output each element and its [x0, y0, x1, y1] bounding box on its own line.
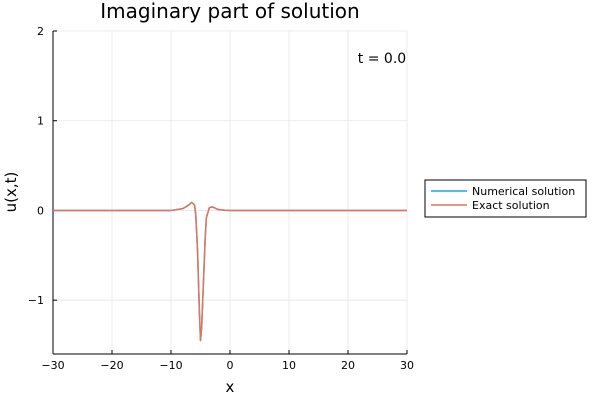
legend: Numerical solution Exact solution [424, 179, 587, 218]
x-tick-label: 30 [400, 359, 414, 372]
legend-box [424, 179, 587, 218]
x-tick-label: −20 [100, 359, 123, 372]
x-axis-label: x [226, 378, 235, 396]
legend-label-numerical: Numerical solution [472, 185, 575, 198]
y-tick-label: 1 [37, 115, 44, 128]
x-tick-label: 0 [227, 359, 234, 372]
time-annotation: t = 0.0 [358, 51, 406, 67]
legend-label-exact: Exact solution [472, 199, 550, 212]
y-axis-label: u(x,t) [2, 172, 20, 213]
x-tick-label: 10 [282, 359, 296, 372]
y-tick-label: 0 [37, 204, 44, 217]
series-exact-line [53, 201, 407, 342]
series [53, 201, 407, 342]
chart-title: Imaginary part of solution [100, 0, 359, 23]
x-tick-label: −30 [41, 359, 64, 372]
grid [52, 30, 408, 354]
x-tick-label: −10 [159, 359, 182, 372]
x-tick-label: 20 [341, 359, 355, 372]
axes [52, 30, 408, 355]
y-tick-label: −1 [28, 294, 44, 307]
y-tick-label: 2 [37, 25, 44, 38]
